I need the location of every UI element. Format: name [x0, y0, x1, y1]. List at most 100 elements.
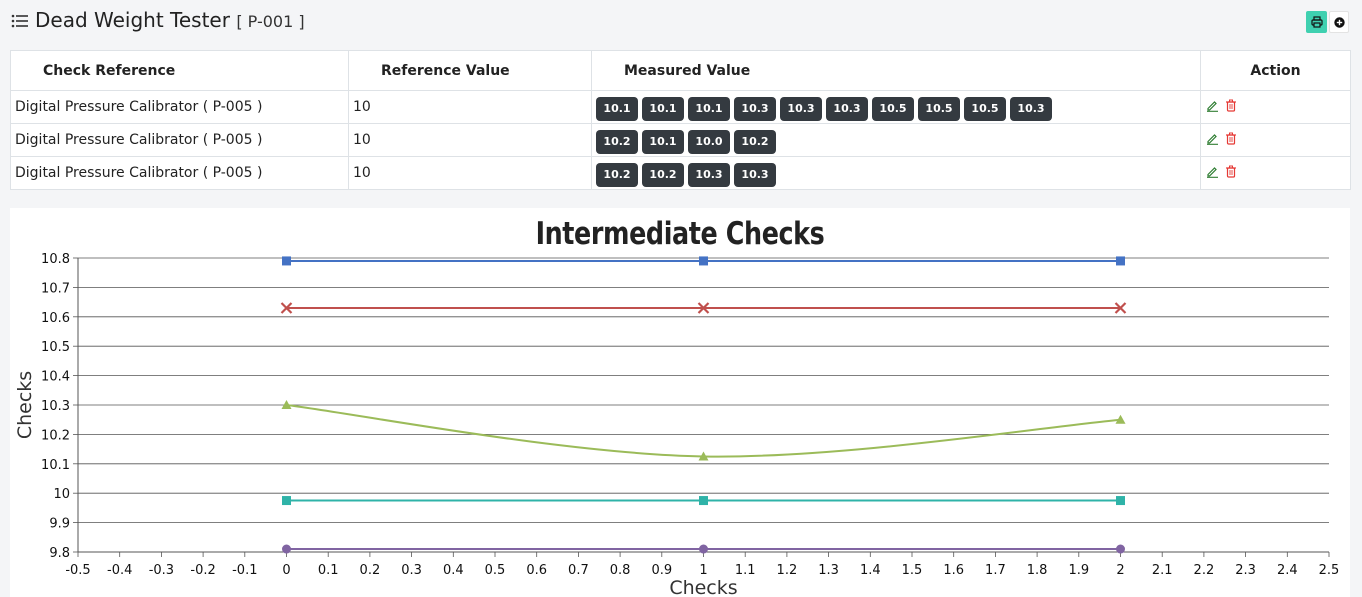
measured-value-badge: 10.3	[826, 96, 868, 121]
measured-value-badge: 10.3	[734, 162, 776, 187]
data-point	[1116, 496, 1125, 506]
cell-measured-values: 10.2 10.2 10.3 10.3	[591, 156, 1201, 190]
y-tick-label: 10.8	[41, 252, 70, 267]
y-tick-label: 10.3	[41, 399, 70, 414]
x-tick-label: 2.5	[1319, 563, 1340, 578]
measured-value-badge: 10.1	[688, 96, 730, 121]
data-point	[1115, 414, 1126, 424]
x-tick-label: 1.2	[777, 563, 798, 578]
list-icon[interactable]	[11, 13, 29, 29]
data-point	[699, 256, 708, 266]
print-button[interactable]	[1306, 11, 1327, 33]
x-tick-label: 1.7	[985, 563, 1006, 578]
y-tick-label: 10.2	[41, 428, 70, 443]
trash-icon	[1226, 132, 1236, 145]
column-header-measured-value: Measured Value	[591, 50, 1201, 91]
data-point	[697, 302, 710, 314]
add-button[interactable]	[1329, 11, 1349, 33]
measured-value-badge: 10.3	[688, 162, 730, 187]
series-line	[286, 404, 1121, 458]
column-header-reference-value: Reference Value	[348, 50, 592, 91]
column-header-action: Action	[1200, 50, 1351, 91]
y-tick-label: 10.7	[41, 281, 70, 296]
measured-value-badge: 10.2	[596, 162, 638, 187]
y-axis-label: Checks	[14, 371, 36, 439]
page-title: Dead Weight Tester [ P-001 ]	[35, 8, 305, 32]
measured-value-badge: 10.5	[918, 96, 960, 121]
x-tick-label: -0.4	[107, 563, 132, 578]
intermediate-checks-chart: Intermediate Checks 9.8 9.9 10 10.1 10.2 10.3…	[10, 208, 1350, 597]
y-tick-label: 10	[53, 487, 70, 502]
data-point	[699, 496, 708, 506]
plus-circle-icon	[1333, 16, 1345, 28]
y-tick-label: 10.4	[41, 370, 70, 385]
trash-icon	[1226, 165, 1236, 178]
x-tick-label: 2.3	[1235, 563, 1256, 578]
data-point	[281, 400, 292, 409]
x-tick-label: 0.4	[443, 563, 464, 578]
x-tick-label: 1	[699, 563, 707, 578]
x-tick-label: 1.9	[1068, 563, 1089, 578]
x-tick-label: -0.5	[65, 563, 90, 578]
data-point	[282, 544, 291, 554]
x-tick-label: 1.3	[818, 563, 839, 578]
cell-reference-value: 10	[348, 123, 592, 157]
y-tick-label: 9.8	[49, 546, 70, 561]
cell-check-reference: Digital Pressure Calibrator ( P-005 )	[10, 90, 349, 124]
x-tick-label: 2.1	[1152, 563, 1173, 578]
x-tick-label: 2	[1116, 563, 1124, 578]
x-tick-label: 0	[282, 563, 290, 578]
measured-value-badge: 10.1	[642, 129, 684, 154]
edit-button[interactable]	[1206, 99, 1219, 116]
checks-table: Check Reference Reference Value Measured…	[10, 50, 1351, 190]
cell-actions	[1200, 90, 1351, 124]
y-tick-label: 10.1	[41, 458, 70, 473]
chart-title: Intermediate Checks	[535, 216, 825, 252]
data-point	[1116, 256, 1125, 266]
measured-value-badge: 10.1	[642, 96, 684, 121]
x-tick-label: 0.6	[526, 563, 547, 578]
x-tick-label: 1.5	[902, 563, 923, 578]
table-row: Digital Pressure Calibrator ( P-005 ) 10 1…	[10, 156, 1351, 190]
cell-reference-value: 10	[348, 90, 592, 124]
x-tick-label: 0.7	[568, 563, 589, 578]
x-tick-label: 0.2	[360, 563, 381, 578]
x-tick-label: 0.3	[401, 563, 422, 578]
measured-value-badge: 10.0	[688, 129, 730, 154]
measured-value-badge: 10.2	[734, 129, 776, 154]
data-point	[282, 256, 291, 266]
edit-button[interactable]	[1206, 165, 1219, 182]
measured-value-badge: 10.5	[872, 96, 914, 121]
x-tick-label: 2.4	[1277, 563, 1298, 578]
page-title-text: Dead Weight Tester	[35, 8, 230, 32]
cell-reference-value: 10	[348, 156, 592, 190]
cell-measured-values: 10.2 10.1 10.0 10.2	[591, 123, 1201, 157]
x-tick-label: 0.8	[610, 563, 631, 578]
x-tick-label: 2.2	[1194, 563, 1215, 578]
delete-button[interactable]	[1225, 165, 1237, 182]
data-point	[1114, 302, 1127, 314]
x-tick-label: -0.3	[149, 563, 174, 578]
x-tick-label: -0.1	[232, 563, 257, 578]
y-tick-label: 10.5	[41, 340, 70, 355]
edit-button[interactable]	[1206, 132, 1219, 149]
x-tick-label: 0.5	[485, 563, 506, 578]
data-point	[698, 451, 709, 461]
data-point	[282, 496, 291, 506]
measured-value-badge: 10.3	[780, 96, 822, 121]
x-tick-label: 1.8	[1027, 563, 1048, 578]
trash-icon	[1226, 99, 1236, 112]
column-header-check-reference: Check Reference	[10, 50, 349, 91]
x-tick-label: 0.9	[651, 563, 672, 578]
measured-value-badge: 10.3	[734, 96, 776, 121]
y-tick-label: 10.6	[41, 311, 70, 326]
page-header: Dead Weight Tester [ P-001 ]	[0, 0, 1362, 46]
cell-actions	[1200, 156, 1351, 190]
chart-plot: 9.89.91010.110.210.310.410.510.610.710.8…	[14, 252, 1340, 597]
delete-button[interactable]	[1225, 132, 1237, 149]
measured-value-badge: 10.5	[964, 96, 1006, 121]
x-tick-label: -0.2	[190, 563, 215, 578]
x-tick-label: 1.6	[943, 563, 964, 578]
delete-button[interactable]	[1225, 99, 1237, 116]
page-title-code: [ P-001 ]	[236, 12, 305, 31]
